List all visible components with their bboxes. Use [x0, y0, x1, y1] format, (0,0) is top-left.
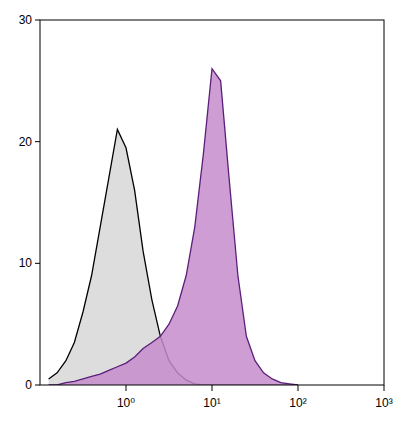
- y-tick-label: 30: [19, 13, 33, 27]
- x-tick-label: 10¹: [203, 396, 220, 410]
- x-tick-label: 10²: [289, 396, 306, 410]
- histogram-fill: [49, 69, 298, 385]
- y-tick-label: 20: [19, 135, 33, 149]
- chart: 10⁰ 10¹ 10² 10³ 0 10 20 30: [0, 0, 400, 425]
- plot-area: [49, 69, 298, 385]
- y-tick: [35, 141, 40, 142]
- x-tick: [212, 385, 213, 391]
- histogram-outline: [49, 69, 298, 385]
- y-tick-label: 0: [25, 378, 32, 392]
- x-tick-label: 10³: [375, 396, 392, 410]
- y-tick-label: 10: [19, 256, 33, 270]
- x-tick: [384, 385, 385, 391]
- y-tick: [35, 385, 40, 386]
- y-tick: [35, 263, 40, 264]
- plot-frame: [40, 20, 384, 385]
- y-tick: [35, 20, 40, 21]
- x-tick: [298, 385, 299, 391]
- x-tick: [126, 385, 127, 391]
- x-tick-label: 10⁰: [117, 396, 135, 410]
